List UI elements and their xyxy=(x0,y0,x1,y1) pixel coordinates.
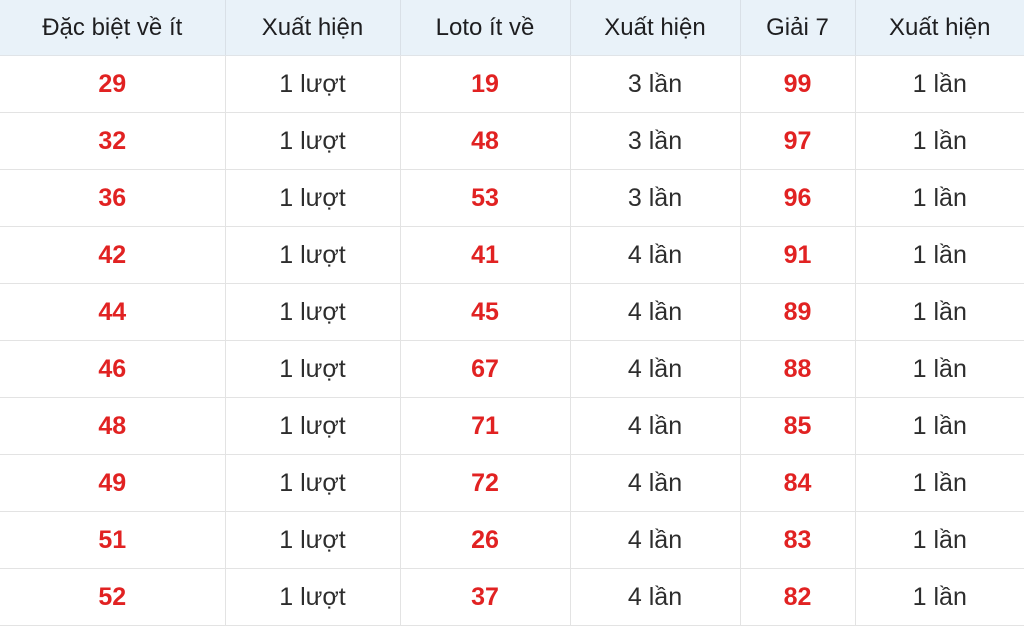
cell-number: 19 xyxy=(400,55,571,113)
cell-number: 53 xyxy=(400,169,571,227)
cell-frequency: 1 lần xyxy=(855,169,1024,227)
cell-frequency: 3 lần xyxy=(570,112,741,170)
cell-number: 88 xyxy=(740,340,856,398)
cell-number: 91 xyxy=(740,226,856,284)
cell-frequency: 4 lần xyxy=(570,226,741,284)
table-body: 29 1 lượt 19 3 lần 99 1 lần 32 1 lượt 48 3 lần 97 1… xyxy=(0,55,1024,626)
cell-frequency: 1 lần xyxy=(855,283,1024,341)
cell-frequency: 1 lượt xyxy=(225,568,401,626)
table-row: 51 1 lượt 26 4 lần 83 1 lần xyxy=(0,511,1024,569)
cell-number: 82 xyxy=(740,568,856,626)
cell-frequency: 1 lượt xyxy=(225,340,401,398)
cell-frequency: 1 lần xyxy=(855,340,1024,398)
cell-number: 99 xyxy=(740,55,856,113)
cell-number: 89 xyxy=(740,283,856,341)
table-row: 36 1 lượt 53 3 lần 96 1 lần xyxy=(0,169,1024,227)
cell-frequency: 4 lần xyxy=(570,454,741,512)
cell-number: 41 xyxy=(400,226,571,284)
cell-frequency: 1 lần xyxy=(855,226,1024,284)
column-header-0: Đặc biệt về ít xyxy=(0,0,226,56)
cell-number: 49 xyxy=(0,454,226,512)
table-row: 32 1 lượt 48 3 lần 97 1 lần xyxy=(0,112,1024,170)
table-row: 52 1 lượt 37 4 lần 82 1 lần xyxy=(0,568,1024,626)
column-header-1: Xuất hiện xyxy=(225,0,401,56)
cell-frequency: 3 lần xyxy=(570,169,741,227)
cell-frequency: 1 lần xyxy=(855,397,1024,455)
cell-frequency: 4 lần xyxy=(570,568,741,626)
cell-number: 83 xyxy=(740,511,856,569)
cell-frequency: 1 lượt xyxy=(225,511,401,569)
column-header-5: Xuất hiện xyxy=(855,0,1024,56)
cell-number: 46 xyxy=(0,340,226,398)
cell-number: 97 xyxy=(740,112,856,170)
cell-number: 84 xyxy=(740,454,856,512)
cell-number: 96 xyxy=(740,169,856,227)
cell-frequency: 4 lần xyxy=(570,340,741,398)
table-row: 49 1 lượt 72 4 lần 84 1 lần xyxy=(0,454,1024,512)
cell-number: 26 xyxy=(400,511,571,569)
cell-number: 72 xyxy=(400,454,571,512)
cell-frequency: 1 lượt xyxy=(225,169,401,227)
table-row: 42 1 lượt 41 4 lần 91 1 lần xyxy=(0,226,1024,284)
cell-number: 51 xyxy=(0,511,226,569)
cell-number: 71 xyxy=(400,397,571,455)
cell-frequency: 1 lần xyxy=(855,454,1024,512)
cell-number: 52 xyxy=(0,568,226,626)
cell-number: 32 xyxy=(0,112,226,170)
cell-frequency: 3 lần xyxy=(570,55,741,113)
cell-number: 42 xyxy=(0,226,226,284)
cell-frequency: 1 lượt xyxy=(225,55,401,113)
cell-frequency: 1 lần xyxy=(855,511,1024,569)
cell-frequency: 1 lượt xyxy=(225,454,401,512)
cell-number: 37 xyxy=(400,568,571,626)
column-header-3: Xuất hiện xyxy=(570,0,741,56)
cell-number: 48 xyxy=(0,397,226,455)
cell-number: 29 xyxy=(0,55,226,113)
cell-frequency: 4 lần xyxy=(570,283,741,341)
cell-number: 48 xyxy=(400,112,571,170)
cell-number: 36 xyxy=(0,169,226,227)
cell-number: 85 xyxy=(740,397,856,455)
table-row: 48 1 lượt 71 4 lần 85 1 lần xyxy=(0,397,1024,455)
column-header-4: Giải 7 xyxy=(740,0,856,56)
cell-number: 67 xyxy=(400,340,571,398)
table-row: 29 1 lượt 19 3 lần 99 1 lần xyxy=(0,55,1024,113)
cell-frequency: 1 lượt xyxy=(225,397,401,455)
column-header-2: Loto ít về xyxy=(400,0,571,56)
cell-frequency: 1 lượt xyxy=(225,283,401,341)
table-row: 46 1 lượt 67 4 lần 88 1 lần xyxy=(0,340,1024,398)
table-header: Đặc biệt về ít Xuất hiện Loto ít về Xuất hi… xyxy=(0,0,1024,56)
cell-frequency: 1 lượt xyxy=(225,226,401,284)
header-row: Đặc biệt về ít Xuất hiện Loto ít về Xuất hi… xyxy=(0,0,1024,56)
cell-frequency: 1 lần xyxy=(855,55,1024,113)
table-row: 44 1 lượt 45 4 lần 89 1 lần xyxy=(0,283,1024,341)
cell-frequency: 4 lần xyxy=(570,397,741,455)
cell-frequency: 1 lần xyxy=(855,568,1024,626)
cell-frequency: 1 lần xyxy=(855,112,1024,170)
cell-frequency: 4 lần xyxy=(570,511,741,569)
cell-number: 44 xyxy=(0,283,226,341)
cell-frequency: 1 lượt xyxy=(225,112,401,170)
cell-number: 45 xyxy=(400,283,571,341)
